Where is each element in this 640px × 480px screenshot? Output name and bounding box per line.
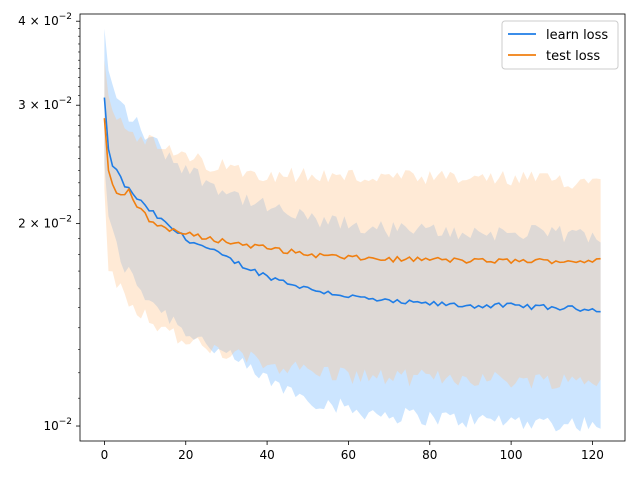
legend-label: test loss	[546, 49, 600, 64]
x-tick-label: 60	[341, 448, 356, 462]
x-tick-label: 120	[581, 448, 604, 462]
y-tick-label: 4 × 10−2	[18, 12, 72, 28]
y-tick-label: 3 × 10−2	[18, 96, 72, 112]
x-axis: 0 20 40 60 80 100 120	[101, 441, 604, 462]
legend-box	[501, 20, 619, 70]
band-test-loss	[104, 60, 601, 390]
x-tick-label: 20	[178, 448, 193, 462]
x-tick-label: 40	[259, 448, 274, 462]
x-tick-label: 0	[101, 448, 109, 462]
line-learn-loss	[103, 97, 601, 313]
confidence-bands	[104, 28, 601, 432]
plot-frame	[79, 13, 626, 442]
y-tick-label: 2 × 10−2	[18, 215, 72, 231]
series-lines	[103, 97, 601, 313]
x-tick-label: 100	[500, 448, 523, 462]
legend-label: learn loss	[546, 28, 608, 43]
line-test-loss	[103, 118, 601, 265]
y-tick-label: 10−2	[43, 417, 72, 433]
x-tick-label: 80	[422, 448, 437, 462]
band-learn-loss	[104, 28, 601, 432]
legend: learn loss test loss	[501, 20, 619, 70]
y-axis: 10−2 2 × 10−2 3 × 10−2 4 × 10−2	[18, 12, 80, 433]
